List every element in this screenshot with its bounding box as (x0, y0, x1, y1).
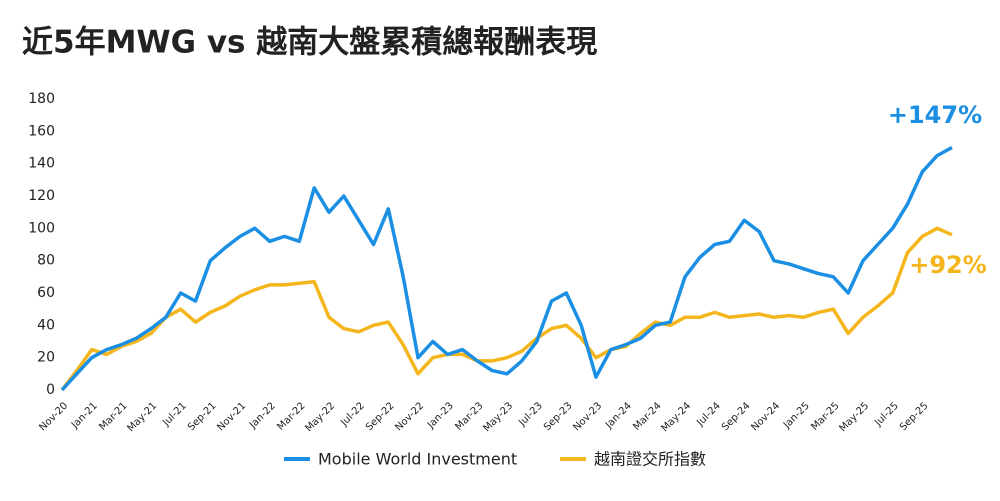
x-tick-label: Mar-21 (97, 400, 129, 432)
x-tick-label: May-24 (659, 400, 693, 434)
x-tick-label: Jul-22 (338, 400, 367, 429)
x-tick-label: Jan-22 (247, 400, 278, 431)
x-tick-label: Sep-25 (898, 400, 931, 433)
x-tick-label: Nov-22 (393, 400, 426, 433)
y-tick-label: 160 (28, 123, 55, 139)
x-tick-label: Sep-21 (186, 400, 219, 433)
x-tick-label: Jan-24 (603, 400, 634, 431)
x-tick-label: Nov-23 (571, 400, 604, 433)
x-tick-label: Sep-24 (720, 400, 753, 433)
x-tick-label: May-21 (125, 400, 159, 434)
x-tick-label: Jul-21 (160, 400, 189, 429)
x-tick-label: Mar-24 (631, 400, 663, 432)
x-tick-label: Mar-23 (453, 400, 485, 432)
legend-label: 越南證交所指數 (594, 450, 706, 469)
x-tick-label: May-22 (303, 400, 337, 434)
x-tick-label: Jan-23 (425, 400, 456, 431)
annotation: +147% (888, 101, 982, 129)
x-tick-label: Mar-25 (809, 400, 841, 432)
x-tick-label: Sep-22 (364, 400, 397, 433)
y-tick-label: 140 (28, 156, 55, 172)
y-tick-label: 100 (28, 220, 55, 236)
y-tick-label: 40 (37, 317, 55, 333)
x-tick-label: Jan-21 (69, 400, 100, 431)
y-tick-label: 80 (37, 253, 55, 269)
y-tick-label: 60 (37, 285, 55, 301)
x-tick-label: Nov-20 (37, 400, 70, 433)
x-tick-label: Jan-25 (781, 400, 812, 431)
x-tick-label: Nov-24 (749, 400, 782, 433)
x-tick-label: Jul-24 (694, 400, 723, 429)
y-tick-label: 180 (28, 91, 55, 107)
x-tick-label: May-23 (481, 400, 515, 434)
data-line (60, 226, 953, 392)
x-tick-label: Jul-23 (516, 400, 545, 429)
x-tick-label: Nov-21 (215, 400, 248, 433)
chart-title: 近5年MWG vs 越南大盤累積總報酬表現 (22, 25, 597, 61)
legend-label: Mobile World Investment (318, 450, 517, 469)
x-tick-label: Jul-25 (872, 400, 901, 429)
annotation: +92% (909, 251, 987, 279)
data-line (60, 145, 953, 392)
x-tick-label: Mar-22 (275, 400, 307, 432)
y-tick-label: 0 (46, 382, 55, 398)
y-tick-label: 120 (28, 188, 55, 204)
x-tick-label: May-25 (837, 400, 871, 434)
y-tick-label: 20 (37, 350, 55, 366)
x-tick-label: Sep-23 (542, 400, 575, 433)
